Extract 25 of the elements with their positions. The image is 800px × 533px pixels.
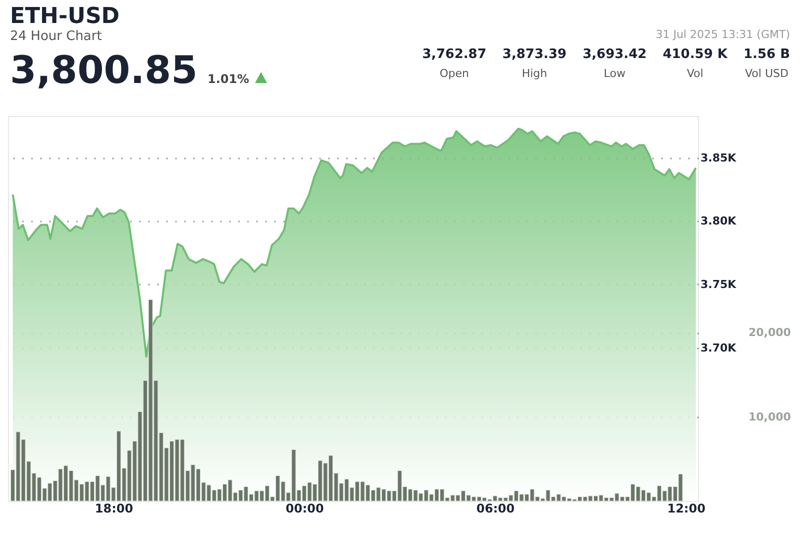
text: Low: [604, 67, 626, 80]
y-tick-label: 3.80K: [700, 214, 737, 228]
x-tick-label: 06:00: [476, 502, 515, 516]
text: 1.01%: [208, 72, 250, 86]
text: Vol: [686, 67, 704, 80]
x-tick-label: 12:00: [667, 502, 706, 516]
text: High: [522, 67, 548, 80]
y-tick-label: 3.85K: [700, 151, 737, 164]
y-tick-label: 3.75K: [700, 278, 737, 291]
y-tick-label: 3.70K: [700, 341, 737, 354]
y2-tick-label: 10,000: [748, 410, 792, 424]
text: 1.56 B: [743, 47, 790, 62]
x-tick-label: 18:00: [94, 502, 134, 516]
text: 3,762.87: [422, 47, 486, 62]
text: 3,800.85: [10, 48, 198, 92]
chart-subtitle: 24 Hour Chart: [10, 29, 103, 44]
x-tick-label: 00:00: [286, 502, 324, 516]
y2-tick-label: 20,000: [748, 326, 792, 340]
text: Vol USD: [745, 67, 788, 80]
text: 410.59 K: [662, 47, 728, 62]
text: Open: [440, 67, 470, 80]
chart-title: ETH-USD: [10, 4, 121, 29]
text: 3,693.42: [582, 47, 647, 62]
text: 3,873.39: [502, 47, 567, 62]
text: 31 Jul 2025 13:31 (GMT): [654, 28, 790, 41]
